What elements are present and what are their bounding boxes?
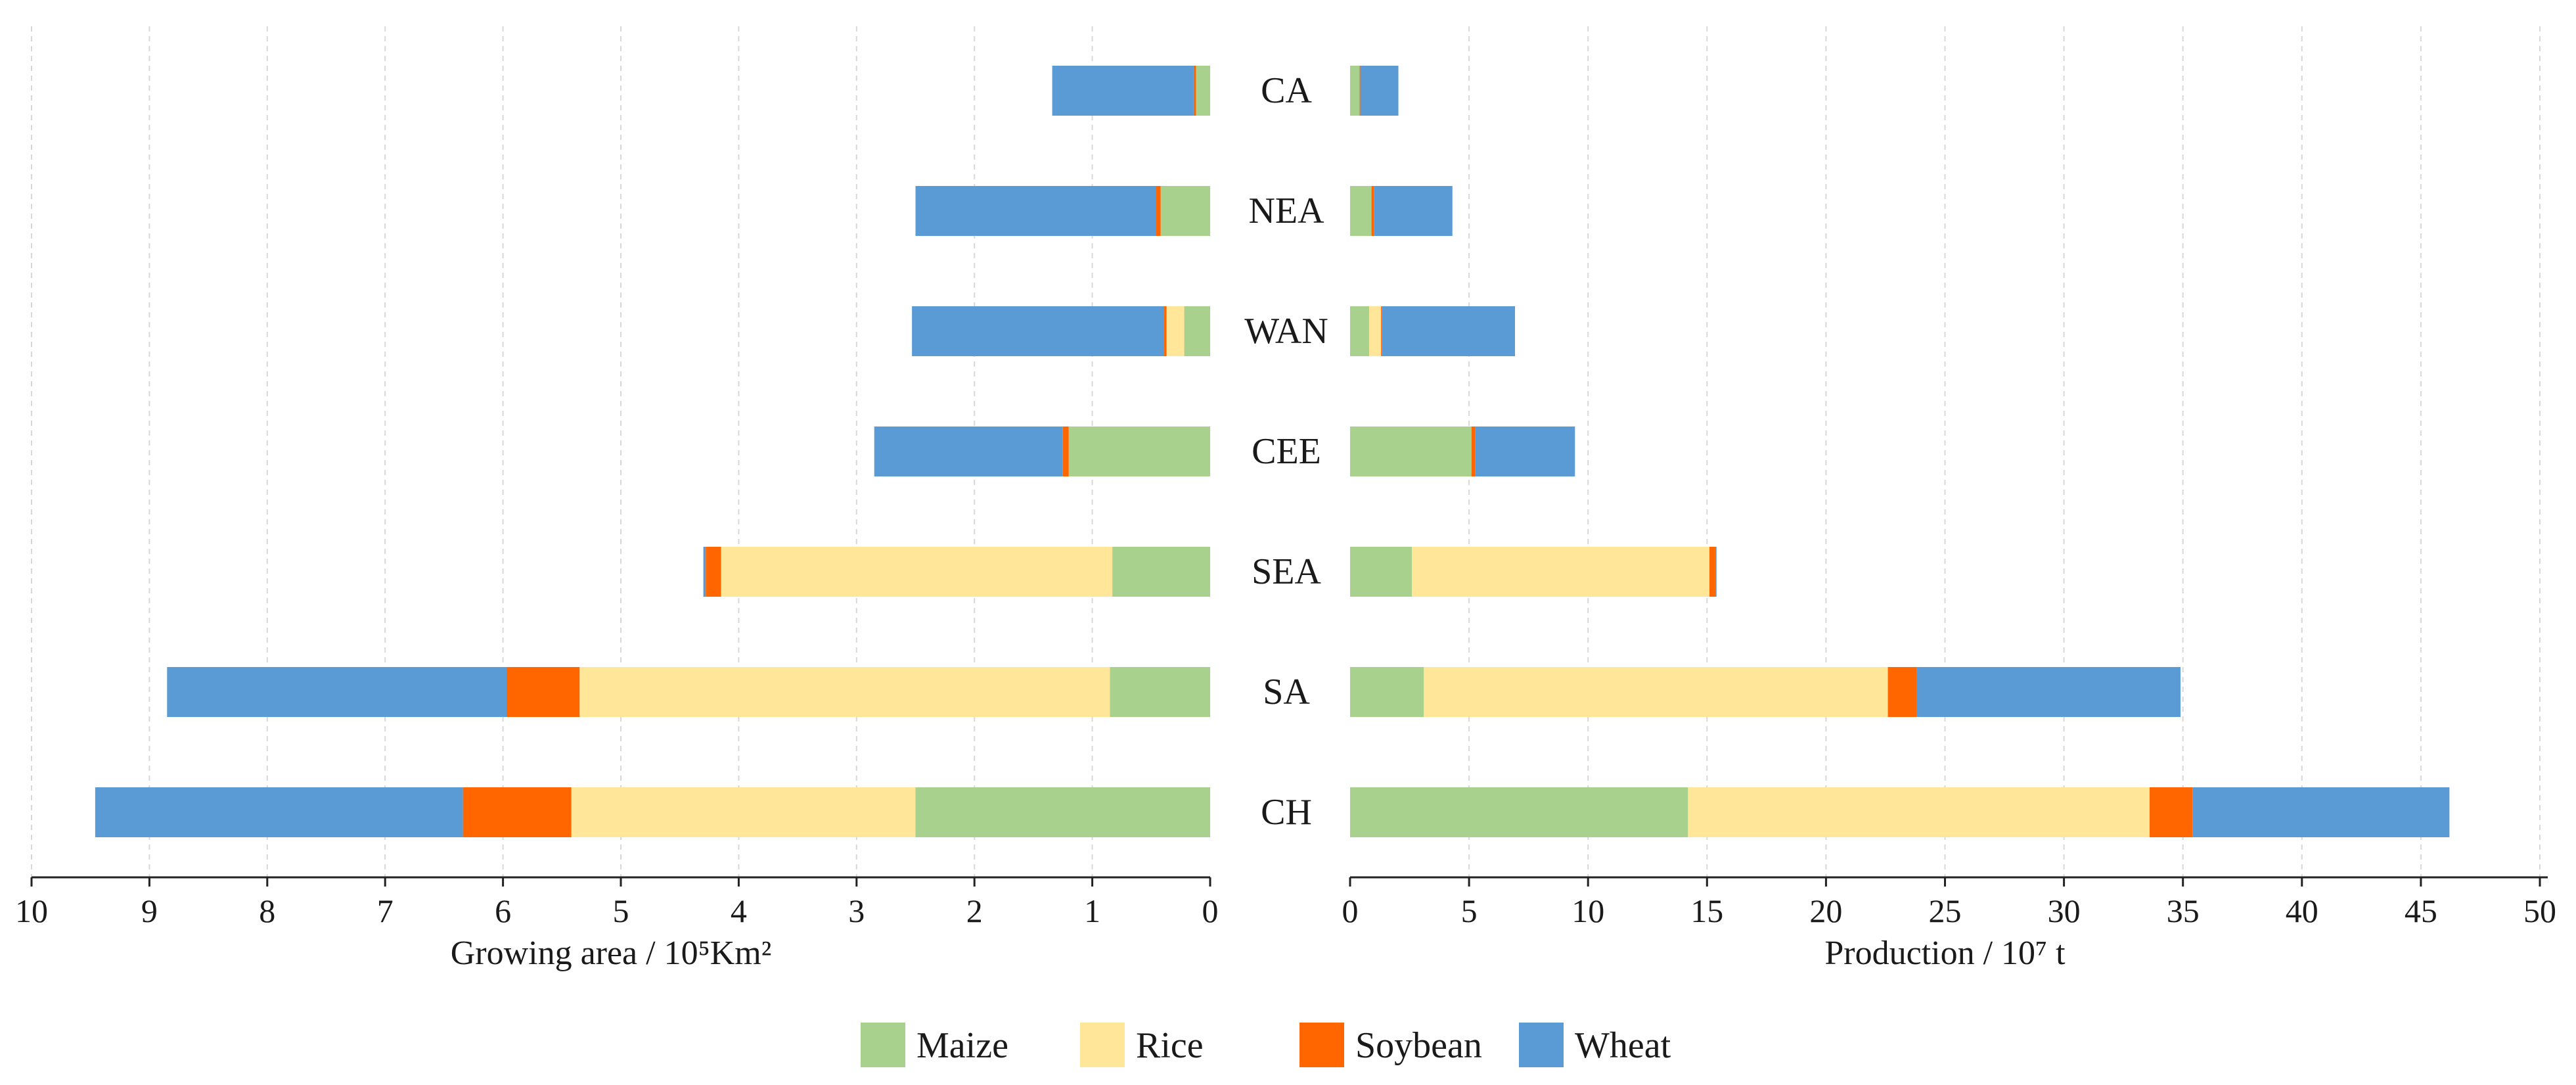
right-bar-ca-wheat (1360, 66, 1399, 116)
region-label-cee: CEE (1252, 431, 1321, 472)
right-bar-sa-rice (1424, 667, 1888, 717)
left-tick-label: 4 (731, 892, 747, 929)
left-bar-ch-maize (915, 787, 1210, 837)
production-axis-title: Production / 10⁷ t (1824, 935, 2066, 972)
left-bar-ch-wheat (95, 787, 463, 837)
left-bar-ca-soybean (1193, 66, 1196, 116)
right-bar-wan-wheat (1382, 306, 1516, 356)
left-tick-label: 5 (613, 892, 629, 929)
right-bar-cee-soybean (1471, 427, 1476, 476)
left-bar-nea-soybean (1156, 186, 1161, 236)
legend-swatch-maize (861, 1023, 905, 1067)
right-bar-wan-rice (1368, 306, 1382, 356)
left-bar-wan-maize (1184, 306, 1210, 356)
right-grid (1468, 26, 2541, 877)
right-bar-sa-wheat (1916, 667, 2181, 717)
right-bar-sa-maize (1350, 667, 1424, 717)
left-bar-sa-wheat (167, 667, 507, 717)
legend-label-wheat: Wheat (1575, 1025, 1671, 1066)
left-bar-ca-maize (1196, 66, 1210, 116)
left-tick-label: 9 (141, 892, 158, 929)
left-bar-sa-rice (579, 667, 1110, 717)
right-tick-label: 0 (1342, 892, 1359, 929)
right-bar-cee-maize (1350, 427, 1472, 476)
legend-label-maize: Maize (916, 1025, 1008, 1066)
right-bar-wan-soybean (1381, 306, 1382, 356)
region-label-ch: CH (1261, 792, 1312, 833)
right-bar-ch-maize (1350, 787, 1688, 837)
region-labels: CA NEA WAN CEE SEA SA CH (1244, 70, 1328, 833)
left-tick-label: 1 (1084, 892, 1100, 929)
right-tick-label: 50 (2523, 892, 2556, 929)
legend-swatch-wheat (1519, 1023, 1564, 1067)
left-bar-nea-wheat (915, 186, 1156, 236)
left-bar-ch-rice (571, 787, 916, 837)
region-label-wan: WAN (1244, 311, 1328, 352)
left-tick-label: 10 (15, 892, 48, 929)
production-bars (1350, 66, 2450, 837)
right-bar-sea-wheat (1715, 547, 1717, 597)
right-bar-sea-maize (1350, 547, 1412, 597)
right-bar-sea-rice (1412, 547, 1709, 597)
right-bar-cee-wheat (1475, 427, 1575, 476)
left-bar-nea-maize (1160, 186, 1210, 236)
region-label-ca: CA (1261, 70, 1312, 111)
left-bar-sa-maize (1110, 667, 1210, 717)
right-bar-sa-soybean (1887, 667, 1917, 717)
right-bar-sea-soybean (1709, 547, 1715, 597)
right-tick-label: 45 (2405, 892, 2437, 929)
left-tick-label: 6 (495, 892, 511, 929)
left-tick-label: 8 (259, 892, 275, 929)
left-bar-cee-maize (1068, 427, 1210, 476)
right-bar-ch-rice (1688, 787, 2150, 837)
growing-area-bars (95, 66, 1210, 837)
legend-label-rice: Rice (1136, 1025, 1204, 1066)
left-bar-cee-soybean (1062, 427, 1069, 476)
right-tick-label: 30 (2048, 892, 2081, 929)
left-tick-label: 3 (848, 892, 865, 929)
region-label-sea: SEA (1252, 551, 1321, 592)
region-label-sa: SA (1263, 672, 1310, 712)
left-bar-sea-maize (1112, 547, 1210, 597)
left-bar-ca-wheat (1052, 66, 1194, 116)
left-bar-sea-wheat (703, 547, 706, 597)
left-bar-wan-soybean (1164, 306, 1167, 356)
growing-area-ticks: 0 1 2 3 4 5 6 7 8 9 10 (15, 877, 1219, 929)
right-bar-nea-wheat (1374, 186, 1453, 236)
right-tick-label: 5 (1461, 892, 1478, 929)
growing-area-axis-title: Growing area / 10⁵Km² (451, 935, 772, 972)
right-bar-wan-maize (1350, 306, 1369, 356)
right-tick-label: 15 (1690, 892, 1723, 929)
left-bar-sa-soybean (506, 667, 580, 717)
right-tick-label: 20 (1809, 892, 1842, 929)
right-bar-ch-soybean (2149, 787, 2193, 837)
right-tick-label: 40 (2286, 892, 2318, 929)
right-tick-label: 35 (2167, 892, 2200, 929)
region-label-nea: NEA (1248, 191, 1324, 231)
legend: Maize Rice Soybean Wheat (861, 1023, 1671, 1067)
right-bar-nea-maize (1350, 186, 1372, 236)
left-bar-wan-wheat (912, 306, 1165, 356)
left-tick-label: 0 (1202, 892, 1219, 929)
right-bar-ca-maize (1350, 66, 1360, 116)
left-tick-label: 7 (377, 892, 394, 929)
left-bar-wan-rice (1166, 306, 1185, 356)
left-bar-sea-soybean (706, 547, 721, 597)
legend-swatch-soybean (1299, 1023, 1344, 1067)
right-bar-ca-soybean (1359, 66, 1361, 116)
right-bar-ch-wheat (2192, 787, 2450, 837)
production-ticks: 0 5 10 15 20 25 30 35 40 45 50 (1342, 877, 2556, 929)
left-bar-ch-soybean (463, 787, 572, 837)
legend-label-soybean: Soybean (1355, 1025, 1482, 1066)
right-tick-label: 25 (1929, 892, 1962, 929)
left-tick-label: 2 (966, 892, 983, 929)
right-tick-label: 10 (1571, 892, 1604, 929)
left-bar-cee-wheat (874, 427, 1063, 476)
left-bar-sea-rice (721, 547, 1113, 597)
right-bar-nea-soybean (1371, 186, 1374, 236)
legend-swatch-rice (1080, 1023, 1125, 1067)
